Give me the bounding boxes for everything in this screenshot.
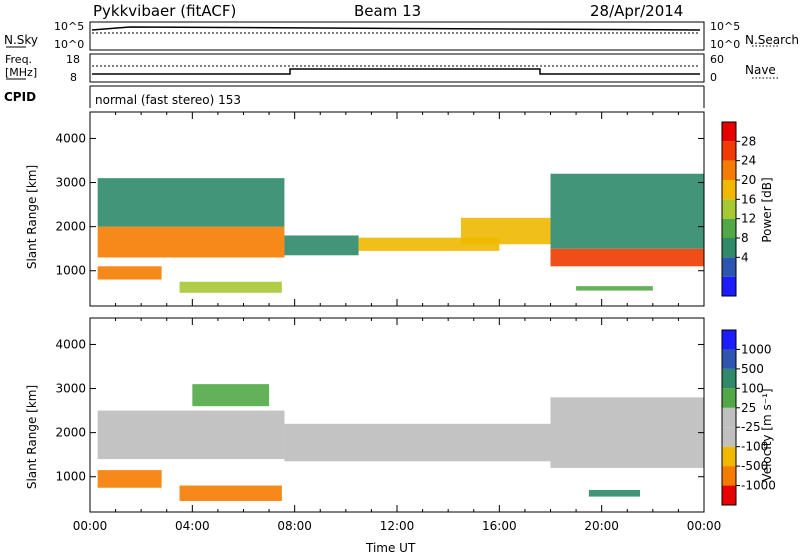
xtick-6: 00:00 <box>687 519 722 533</box>
cpid-text: normal (fast stereo) 153 <box>95 93 242 107</box>
velocity-cbar-swatch-4 <box>722 407 736 428</box>
velocity-cbar-tick-0: 1000 <box>741 342 772 356</box>
power-cbar-swatch-8 <box>722 122 736 142</box>
station-title: Pykkvibaer (fitACF) <box>93 2 237 20</box>
power-band-9 <box>576 286 653 291</box>
freq-tick-top: 18 <box>66 53 80 66</box>
velocity-cbar-swatch-5 <box>722 388 736 408</box>
xlabel: Time UT <box>366 541 416 555</box>
freq-trace <box>92 68 700 75</box>
nave-label: Nave <box>745 63 776 77</box>
velocity-cbar-swatch-0 <box>722 485 736 505</box>
power-ytick-1: 2000 <box>55 220 86 234</box>
power-ytick-0: 1000 <box>55 264 86 278</box>
date-title: 28/Apr/2014 <box>590 2 684 20</box>
cpid-label: CPID <box>4 90 37 104</box>
power-cbar-swatch-2 <box>722 238 736 258</box>
power-cbar-tick-3: 16 <box>741 192 756 206</box>
freq-label-bottom: [MHz] <box>5 66 38 79</box>
nsearch-label: N.Search <box>745 33 800 47</box>
power-cbar-tick-5: 8 <box>741 231 749 245</box>
velocity-cbar-tick-5: -100 <box>741 440 768 454</box>
velocity-ytick-1: 2000 <box>55 426 86 440</box>
xtick-2: 08:00 <box>277 519 312 533</box>
velocity-cbar-tick-4: -25 <box>741 420 761 434</box>
velocity-cbar-swatch-7 <box>722 349 736 369</box>
power-band-7 <box>550 248 704 267</box>
velocity-band-0 <box>97 410 285 460</box>
velocity-cbar-tick-6: -500 <box>741 459 768 473</box>
nsky-trace <box>91 26 701 31</box>
power-ytick-2: 3000 <box>55 176 86 190</box>
power-cbar-swatch-3 <box>722 218 736 238</box>
velocity-band-1 <box>284 423 551 462</box>
power-panel: 1000 2000 3000 4000 <box>55 111 705 307</box>
nsearch-tick-bottom: 10^0 <box>710 38 741 51</box>
freq-tick-bottom: 8 <box>70 71 77 84</box>
power-cbar-swatch-5 <box>722 180 736 200</box>
power-cbar-tick-1: 24 <box>741 154 756 168</box>
velocity-band-4 <box>179 485 282 501</box>
power-band-4 <box>284 235 359 256</box>
power-cbar-swatch-1 <box>722 257 736 277</box>
velocity-colorbar: 1000 500 100 25 -25 -100 -500 -1000 <box>721 329 776 506</box>
power-cbar-tick-0: 28 <box>741 134 756 148</box>
xtick-5: 20:00 <box>584 519 619 533</box>
power-band-0 <box>97 226 285 258</box>
velocity-ytick-0: 1000 <box>55 470 86 484</box>
velocity-panel: 1000 2000 3000 4000 00:00 04:00 08:00 12:00 16:0… <box>55 317 722 533</box>
velocity-band-6 <box>588 489 641 497</box>
xtick-0: 00:00 <box>73 519 108 533</box>
velocity-cbar-swatch-8 <box>722 330 736 350</box>
power-colorbar: 28 24 20 16 12 8 4 <box>721 121 756 297</box>
power-cbar-swatch-0 <box>722 276 736 296</box>
power-cbar-tick-6: 4 <box>741 250 749 264</box>
nsky-tick-bottom: 10^0 <box>54 38 85 51</box>
freq-label-top: Freq. <box>5 53 33 66</box>
velocity-cbar-swatch-6 <box>722 368 736 389</box>
power-band-6 <box>460 217 551 245</box>
velocity-ytick-2: 3000 <box>55 382 86 396</box>
power-ytick-3: 4000 <box>55 131 86 145</box>
nsearch-tick-top: 10^5 <box>710 20 741 33</box>
velocity-cbar-tick-3: 25 <box>741 401 756 415</box>
velocity-ytick-3: 4000 <box>55 337 86 351</box>
velocity-cbar-tick-1: 500 <box>741 362 764 376</box>
nsky-tick-top: 10^5 <box>54 20 85 33</box>
velocity-cbar-swatch-2 <box>722 446 736 467</box>
power-band-3 <box>179 281 282 293</box>
power-band-8 <box>550 173 704 249</box>
velocity-band-2 <box>550 397 704 468</box>
power-band-2 <box>97 266 162 280</box>
power-cbar-tick-2: 20 <box>741 173 756 187</box>
xtick-4: 16:00 <box>482 519 517 533</box>
velocity-band-3 <box>97 470 162 488</box>
power-band-1 <box>97 178 285 227</box>
power-cbar-swatch-6 <box>722 160 736 180</box>
velocity-band-5 <box>192 384 270 407</box>
nave-tick-bottom: 0 <box>710 71 717 84</box>
freq-panel <box>89 53 705 83</box>
velocity-cbar-tick-7: -1000 <box>741 479 776 493</box>
velocity-cbar-tick-2: 100 <box>741 381 764 395</box>
xtick-3: 12:00 <box>380 519 415 533</box>
beam-title: Beam 13 <box>354 2 422 20</box>
nsky-panel <box>89 21 705 51</box>
power-cbar-tick-4: 12 <box>741 212 756 226</box>
velocity-cbar-swatch-1 <box>722 466 736 486</box>
nsky-label: N.Sky <box>4 33 39 47</box>
nave-tick-top: 60 <box>710 53 724 66</box>
power-cbar-swatch-7 <box>722 141 736 161</box>
velocity-cbar-swatch-3 <box>722 427 736 447</box>
xtick-1: 04:00 <box>175 519 210 533</box>
power-cbar-swatch-4 <box>722 199 736 219</box>
